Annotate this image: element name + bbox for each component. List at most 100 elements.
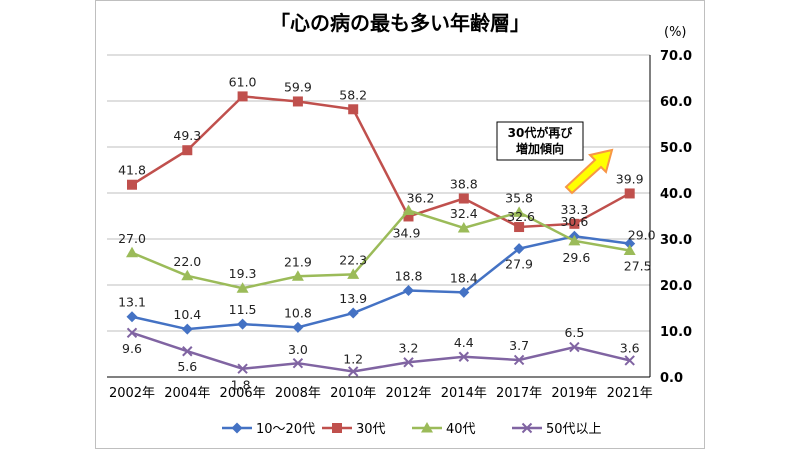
data-label: 27.5 <box>624 259 652 274</box>
legend-label: 30代 <box>356 422 386 437</box>
data-point <box>182 145 193 156</box>
data-point <box>514 222 525 233</box>
data-label: 18.8 <box>395 269 423 284</box>
data-point <box>458 351 470 362</box>
data-point <box>513 206 526 217</box>
data-label: 13.1 <box>118 295 146 310</box>
chart-title: 「心の病の最も多い年齢層」 <box>270 11 530 35</box>
y-tick-label: 10.0 <box>660 325 692 340</box>
x-tick-labels: 2002年 2004年 2006年 2008年 2010年 2012年 2014年 2017年… <box>109 386 653 401</box>
data-point <box>347 268 360 279</box>
series-1 <box>126 230 636 335</box>
data-label: 41.8 <box>118 163 146 178</box>
series-4 <box>126 327 635 377</box>
up-arrow-icon <box>564 148 614 195</box>
data-label: 10.8 <box>284 305 312 320</box>
series-layer <box>126 91 636 377</box>
data-point <box>513 243 525 255</box>
legend: 10～20代 30代 40代 50代以上 <box>222 422 602 437</box>
data-label: 59.9 <box>284 79 312 94</box>
data-point <box>403 357 414 368</box>
data-label: 19.3 <box>229 266 257 281</box>
data-label: 3.7 <box>509 338 529 353</box>
data-label: 39.9 <box>616 171 644 186</box>
legend-item: 40代 <box>412 422 476 437</box>
data-label: 32.6 <box>507 209 535 224</box>
x-tick-label: 2019年 <box>551 386 597 401</box>
series-line <box>131 234 630 331</box>
data-label: 32.4 <box>450 206 478 221</box>
legend-marker <box>231 422 243 434</box>
data-point <box>236 282 249 293</box>
y-tick-label: 60.0 <box>660 95 692 110</box>
data-label: 1.8 <box>231 378 251 393</box>
data-label: 30.6 <box>560 214 588 229</box>
data-labels: 13.1 10.4 11.5 10.8 13.9 18.8 18.4 27.9 30.6 29.0… <box>118 74 656 392</box>
data-point <box>237 91 248 102</box>
x-tick-label: 2021年 <box>607 386 653 401</box>
data-point <box>291 270 304 281</box>
data-point <box>126 311 138 323</box>
data-label: 34.9 <box>393 225 421 240</box>
data-point <box>182 346 193 357</box>
series-line <box>131 95 631 229</box>
data-label: 29.0 <box>628 228 656 243</box>
data-label: 21.9 <box>284 254 312 269</box>
data-label: 4.4 <box>454 335 474 350</box>
series-3 <box>126 204 636 293</box>
data-label: 38.8 <box>450 177 478 192</box>
legend-label: 40代 <box>446 422 476 437</box>
data-point <box>348 104 359 115</box>
data-point <box>127 179 137 190</box>
y-axis-unit: (%) <box>664 25 687 40</box>
data-label: 6.5 <box>564 325 584 340</box>
legend-item: 50代以上 <box>512 422 602 437</box>
x-tick-label: 2012年 <box>385 386 431 401</box>
data-label: 36.2 <box>407 190 435 205</box>
data-label: 1.2 <box>343 351 363 366</box>
legend-marker <box>521 422 533 434</box>
y-tick-labels: 70.0 60.0 50.0 40.0 30.0 20.0 10.0 0.0 <box>660 49 692 386</box>
series-line <box>131 331 630 373</box>
annotation-box <box>496 121 584 161</box>
data-label: 5.6 <box>177 359 197 374</box>
data-point <box>513 354 525 366</box>
data-point <box>624 355 635 366</box>
data-point <box>237 363 248 374</box>
data-label: 18.4 <box>450 270 478 285</box>
data-point <box>568 234 581 246</box>
data-label: 35.8 <box>505 190 533 205</box>
series-2 <box>127 91 635 233</box>
x-tick-label: 2004年 <box>164 386 210 401</box>
data-point <box>292 357 304 369</box>
data-label: 58.2 <box>339 87 367 102</box>
gridlines <box>107 54 650 332</box>
data-point <box>624 238 636 250</box>
data-point <box>624 188 635 199</box>
legend-label: 10～20代 <box>256 422 315 437</box>
x-tick-label: 2014年 <box>441 386 487 401</box>
data-label: 3.0 <box>288 342 308 357</box>
x-tick-label: 2002年 <box>109 386 155 401</box>
data-label: 33.3 <box>560 202 588 217</box>
legend-marker <box>332 423 342 433</box>
trend-annotation: 30代が再び 増加傾向 <box>496 121 614 195</box>
data-point <box>458 286 470 298</box>
legend-item: 30代 <box>322 422 386 437</box>
chart-frame <box>95 0 705 449</box>
data-label: 49.3 <box>173 128 201 143</box>
y-tick-label: 40.0 <box>660 187 692 202</box>
series-line <box>131 209 630 290</box>
data-point <box>457 221 470 233</box>
data-point <box>403 211 414 222</box>
x-tick-label: 2008年 <box>275 386 321 401</box>
data-label: 13.9 <box>339 291 367 306</box>
data-label: 29.6 <box>562 250 590 265</box>
data-label: 27.9 <box>505 257 533 272</box>
data-label: 27.0 <box>118 231 146 246</box>
data-label: 3.2 <box>399 340 419 355</box>
legend-item: 10～20代 <box>222 422 315 437</box>
data-point <box>458 193 469 204</box>
x-tick-label: 2010年 <box>330 386 376 401</box>
